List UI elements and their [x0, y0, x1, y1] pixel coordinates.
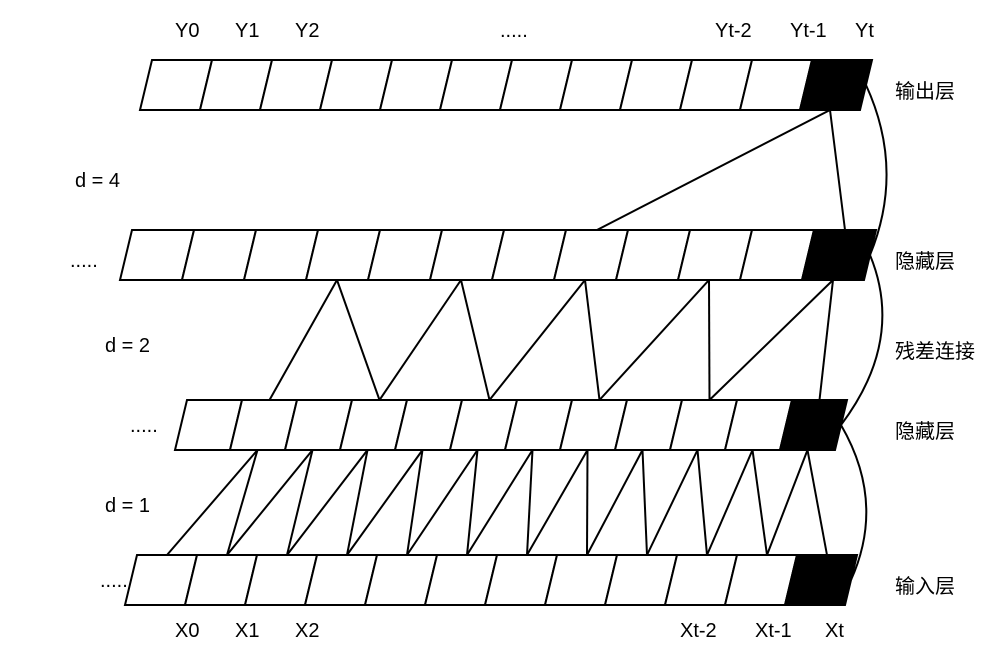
top-label-6: Yt	[855, 20, 874, 43]
bottom-label-1: X1	[235, 620, 259, 643]
top-label-4: Yt-2	[715, 20, 752, 43]
layer-label-input: 输入层	[895, 570, 955, 599]
left-label-5: .....	[100, 570, 128, 593]
left-label-0: d = 4	[75, 170, 120, 193]
bottom-label-4: Xt-1	[755, 620, 792, 643]
left-label-3: .....	[130, 415, 158, 438]
top-label-3: .....	[500, 20, 528, 43]
top-label-2: Y2	[295, 20, 319, 43]
bottom-label-5: Xt	[825, 620, 844, 643]
bottom-label-0: X0	[175, 620, 199, 643]
layer-label-hidden2: 隐藏层	[895, 245, 955, 274]
layer-label-hidden1: 隐藏层	[895, 415, 955, 444]
diagram-canvas: 输出层隐藏层隐藏层输入层残差连接Y0Y1Y2.....Yt-2Yt-1YtX0X…	[0, 0, 1000, 663]
left-label-4: d = 1	[105, 495, 150, 518]
top-label-0: Y0	[175, 20, 199, 43]
top-label-5: Yt-1	[790, 20, 827, 43]
top-label-1: Y1	[235, 20, 259, 43]
diagram-svg	[0, 0, 1000, 663]
left-label-2: d = 2	[105, 335, 150, 358]
residual-label: 残差连接	[895, 335, 975, 364]
layer-label-output: 输出层	[895, 75, 955, 104]
bottom-label-3: Xt-2	[680, 620, 717, 643]
bottom-label-2: X2	[295, 620, 319, 643]
left-label-1: .....	[70, 250, 98, 273]
